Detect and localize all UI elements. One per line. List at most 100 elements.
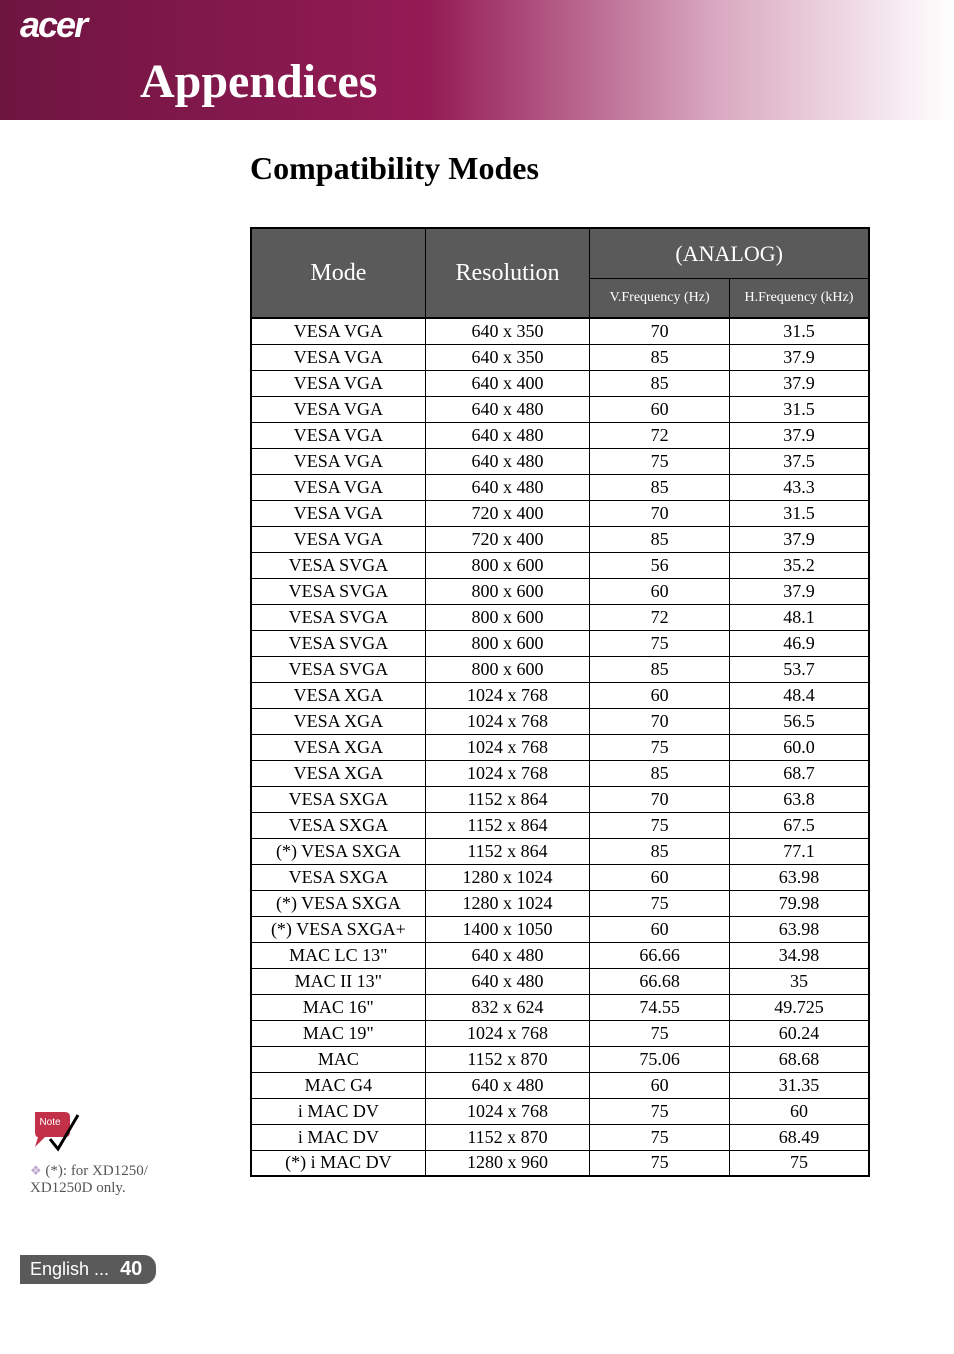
cell-hfreq: 53.7 (729, 656, 869, 682)
note-icon-label: Note (39, 1117, 61, 1128)
table-row: i MAC DV1024 x 7687560 (251, 1098, 869, 1124)
table-row: VESA SVGA800 x 6007546.9 (251, 630, 869, 656)
cell-mode: (*) VESA SXGA+ (251, 916, 425, 942)
table-body: VESA VGA640 x 3507031.5VESA VGA640 x 350… (251, 318, 869, 1176)
cell-resolution: 640 x 480 (425, 396, 590, 422)
cell-vfreq: 85 (590, 760, 730, 786)
cell-mode: VESA SVGA (251, 578, 425, 604)
section-title: Compatibility Modes (250, 150, 954, 187)
cell-vfreq: 85 (590, 526, 730, 552)
cell-mode: VESA VGA (251, 344, 425, 370)
cell-resolution: 640 x 480 (425, 422, 590, 448)
cell-vfreq: 75 (590, 630, 730, 656)
cell-resolution: 640 x 400 (425, 370, 590, 396)
cell-mode: VESA SVGA (251, 552, 425, 578)
cell-hfreq: 37.9 (729, 370, 869, 396)
cell-vfreq: 72 (590, 604, 730, 630)
cell-hfreq: 60.0 (729, 734, 869, 760)
cell-hfreq: 63.98 (729, 916, 869, 942)
table-row: VESA VGA640 x 3507031.5 (251, 318, 869, 344)
cell-vfreq: 75 (590, 1150, 730, 1176)
footnote-block: Note ❖ (*): for XD1250/ XD1250D only. (30, 1107, 210, 1197)
cell-hfreq: 37.9 (729, 526, 869, 552)
cell-vfreq: 75.06 (590, 1046, 730, 1072)
cell-mode: i MAC DV (251, 1124, 425, 1150)
cell-vfreq: 75 (590, 734, 730, 760)
cell-vfreq: 60 (590, 864, 730, 890)
cell-resolution: 1152 x 864 (425, 838, 590, 864)
header-resolution: Resolution (425, 228, 590, 318)
cell-hfreq: 60.24 (729, 1020, 869, 1046)
header-band: acer Appendices (0, 0, 954, 120)
cell-mode: (*) VESA SXGA (251, 838, 425, 864)
table-header: Mode Resolution (ANALOG) V.Frequency (Hz… (251, 228, 869, 318)
cell-mode: VESA VGA (251, 422, 425, 448)
cell-resolution: 720 x 400 (425, 526, 590, 552)
page-footer: English ... 40 (20, 1255, 156, 1284)
cell-vfreq: 75 (590, 1124, 730, 1150)
cell-hfreq: 48.1 (729, 604, 869, 630)
cell-vfreq: 60 (590, 1072, 730, 1098)
table-row: (*) i MAC DV1280 x 9607575 (251, 1150, 869, 1176)
chapter-title: Appendices (20, 46, 954, 109)
table-row: VESA SXGA1280 x 10246063.98 (251, 864, 869, 890)
table-row: VESA SXGA1152 x 8647567.5 (251, 812, 869, 838)
cell-vfreq: 75 (590, 812, 730, 838)
cell-resolution: 640 x 480 (425, 1072, 590, 1098)
cell-mode: VESA VGA (251, 396, 425, 422)
cell-resolution: 1024 x 768 (425, 708, 590, 734)
cell-hfreq: 48.4 (729, 682, 869, 708)
table-row: VESA VGA640 x 4807537.5 (251, 448, 869, 474)
cell-hfreq: 37.5 (729, 448, 869, 474)
bullet-icon: ❖ (30, 1163, 42, 1178)
cell-resolution: 800 x 600 (425, 656, 590, 682)
cell-resolution: 1400 x 1050 (425, 916, 590, 942)
cell-vfreq: 70 (590, 786, 730, 812)
table-row: VESA SVGA800 x 6005635.2 (251, 552, 869, 578)
table-row: VESA VGA640 x 4807237.9 (251, 422, 869, 448)
cell-vfreq: 74.55 (590, 994, 730, 1020)
table-row: MAC 19"1024 x 7687560.24 (251, 1020, 869, 1046)
cell-vfreq: 85 (590, 344, 730, 370)
cell-hfreq: 37.9 (729, 422, 869, 448)
cell-hfreq: 35.2 (729, 552, 869, 578)
cell-vfreq: 85 (590, 370, 730, 396)
cell-mode: VESA VGA (251, 526, 425, 552)
cell-hfreq: 63.98 (729, 864, 869, 890)
cell-mode: VESA SXGA (251, 864, 425, 890)
cell-vfreq: 85 (590, 656, 730, 682)
cell-mode: VESA VGA (251, 370, 425, 396)
cell-hfreq: 49.725 (729, 994, 869, 1020)
header-analog: (ANALOG) (590, 228, 869, 279)
cell-hfreq: 34.98 (729, 942, 869, 968)
table-row: MAC1152 x 87075.0668.68 (251, 1046, 869, 1072)
cell-hfreq: 31.35 (729, 1072, 869, 1098)
cell-resolution: 640 x 480 (425, 968, 590, 994)
cell-mode: VESA VGA (251, 474, 425, 500)
cell-mode: VESA VGA (251, 318, 425, 344)
table-row: (*) VESA SXGA1280 x 10247579.98 (251, 890, 869, 916)
table-row: VESA SVGA800 x 6007248.1 (251, 604, 869, 630)
cell-mode: MAC II 13" (251, 968, 425, 994)
table-row: VESA SXGA1152 x 8647063.8 (251, 786, 869, 812)
cell-vfreq: 66.68 (590, 968, 730, 994)
table-row: MAC 16"832 x 62474.5549.725 (251, 994, 869, 1020)
table-row: VESA XGA1024 x 7686048.4 (251, 682, 869, 708)
table-row: VESA SVGA800 x 6008553.7 (251, 656, 869, 682)
table-row: (*) VESA SXGA+1400 x 10506063.98 (251, 916, 869, 942)
cell-mode: MAC (251, 1046, 425, 1072)
brand-logo: acer (20, 0, 954, 46)
cell-resolution: 1280 x 1024 (425, 890, 590, 916)
cell-vfreq: 75 (590, 448, 730, 474)
cell-resolution: 1024 x 768 (425, 682, 590, 708)
cell-resolution: 1152 x 870 (425, 1046, 590, 1072)
table-row: VESA SVGA800 x 6006037.9 (251, 578, 869, 604)
note-icon: Note (30, 1107, 80, 1152)
cell-hfreq: 79.98 (729, 890, 869, 916)
footer-badge: English ... 40 (20, 1255, 156, 1284)
cell-resolution: 640 x 480 (425, 448, 590, 474)
table-row: VESA VGA640 x 4806031.5 (251, 396, 869, 422)
table-row: VESA XGA1024 x 7687056.5 (251, 708, 869, 734)
cell-resolution: 1152 x 870 (425, 1124, 590, 1150)
cell-vfreq: 75 (590, 1098, 730, 1124)
